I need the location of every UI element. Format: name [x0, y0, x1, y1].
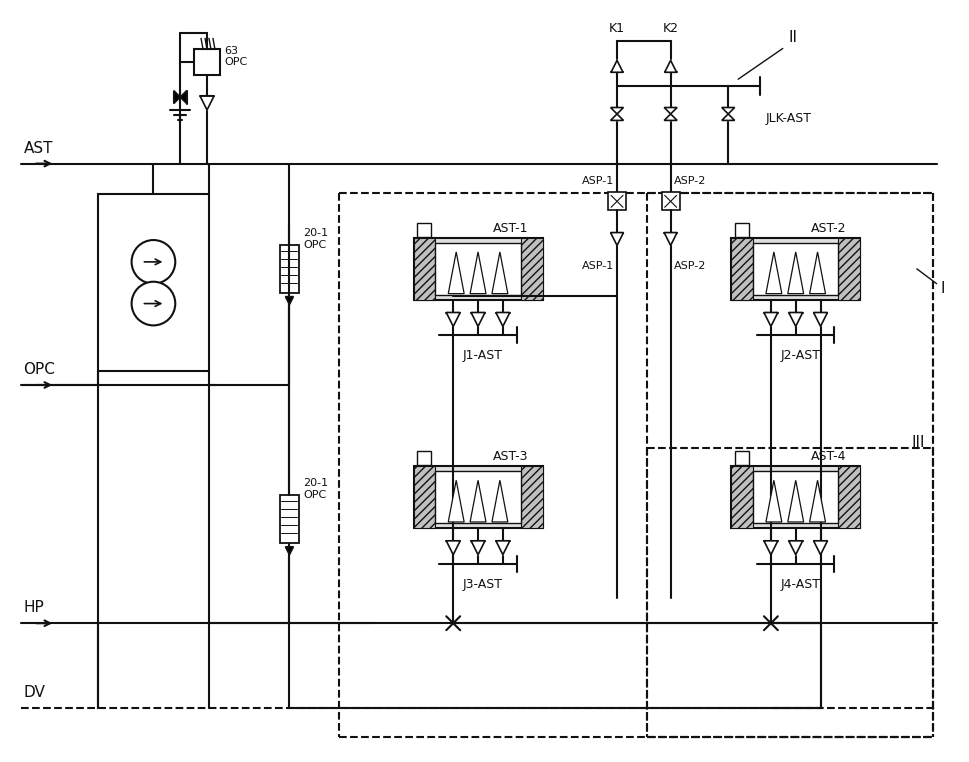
Bar	[735, 223, 749, 237]
Bar	[838, 466, 860, 528]
Polygon shape	[610, 107, 623, 114]
Text: III: III	[911, 435, 924, 450]
Polygon shape	[471, 312, 485, 326]
Polygon shape	[496, 541, 510, 555]
Bar	[732, 238, 753, 299]
Polygon shape	[173, 91, 180, 104]
Circle shape	[132, 282, 175, 325]
Bar	[662, 192, 679, 210]
Polygon shape	[447, 541, 460, 555]
Polygon shape	[764, 541, 778, 555]
Text: K2: K2	[663, 22, 678, 35]
Polygon shape	[664, 107, 677, 114]
Polygon shape	[810, 480, 826, 522]
Bar	[838, 238, 860, 299]
Bar	[732, 238, 860, 299]
Bar	[279, 495, 299, 543]
Polygon shape	[766, 252, 782, 293]
Polygon shape	[200, 96, 214, 110]
Polygon shape	[789, 541, 802, 555]
Bar	[279, 245, 299, 293]
Polygon shape	[722, 114, 735, 120]
Polygon shape	[788, 252, 803, 293]
Polygon shape	[764, 312, 778, 326]
Bar	[520, 466, 543, 528]
Text: I: I	[941, 281, 945, 296]
Bar	[418, 223, 431, 237]
Bar	[520, 238, 543, 299]
Bar	[753, 472, 838, 523]
Bar	[609, 192, 626, 210]
Polygon shape	[664, 114, 677, 120]
Text: II: II	[788, 30, 797, 45]
Circle shape	[132, 240, 175, 283]
Bar	[435, 243, 520, 295]
Text: AST-1: AST-1	[493, 222, 528, 235]
Text: AST-3: AST-3	[493, 450, 528, 463]
Text: J4-AST: J4-AST	[781, 578, 821, 591]
Text: ASP-2: ASP-2	[673, 175, 706, 185]
Text: JLK-AST: JLK-AST	[766, 113, 812, 126]
Bar	[435, 472, 520, 523]
Bar	[194, 50, 220, 75]
Polygon shape	[610, 114, 623, 120]
Bar	[414, 238, 435, 299]
Polygon shape	[470, 252, 486, 293]
Polygon shape	[180, 91, 187, 104]
Polygon shape	[286, 547, 294, 555]
Text: K1: K1	[610, 22, 625, 35]
Text: ASP-2: ASP-2	[673, 261, 706, 271]
Bar	[753, 243, 838, 295]
Text: AST-4: AST-4	[811, 450, 846, 463]
Polygon shape	[496, 312, 510, 326]
Text: J3-AST: J3-AST	[463, 578, 503, 591]
Text: J1-AST: J1-AST	[463, 349, 503, 362]
Text: ASP-1: ASP-1	[581, 175, 614, 185]
Bar	[735, 451, 749, 466]
Bar	[414, 466, 543, 528]
Polygon shape	[788, 480, 803, 522]
Polygon shape	[447, 312, 460, 326]
Polygon shape	[789, 312, 802, 326]
Bar	[732, 466, 860, 528]
Polygon shape	[766, 480, 782, 522]
Bar	[98, 194, 209, 371]
Text: 20-1
OPC: 20-1 OPC	[303, 229, 328, 250]
Bar	[418, 451, 431, 466]
Polygon shape	[814, 541, 828, 555]
Text: DV: DV	[23, 685, 46, 700]
Polygon shape	[449, 480, 464, 522]
Polygon shape	[665, 60, 676, 72]
Text: 63
OPC: 63 OPC	[224, 46, 247, 67]
Bar	[414, 466, 435, 528]
Text: OPC: OPC	[23, 362, 55, 377]
Polygon shape	[722, 107, 735, 114]
Bar	[414, 238, 543, 299]
Polygon shape	[471, 541, 485, 555]
Text: ASP-1: ASP-1	[581, 261, 614, 271]
Polygon shape	[286, 296, 294, 305]
Polygon shape	[470, 480, 486, 522]
Polygon shape	[664, 232, 677, 245]
Polygon shape	[610, 232, 623, 245]
Polygon shape	[611, 60, 623, 72]
Text: HP: HP	[23, 600, 45, 615]
Polygon shape	[492, 480, 508, 522]
Text: AST: AST	[23, 141, 53, 155]
Polygon shape	[449, 252, 464, 293]
Text: 20-1
OPC: 20-1 OPC	[303, 479, 328, 500]
Bar	[732, 466, 753, 528]
Polygon shape	[814, 312, 828, 326]
Polygon shape	[810, 252, 826, 293]
Text: J2-AST: J2-AST	[781, 349, 821, 362]
Text: AST-2: AST-2	[811, 222, 846, 235]
Polygon shape	[492, 252, 508, 293]
